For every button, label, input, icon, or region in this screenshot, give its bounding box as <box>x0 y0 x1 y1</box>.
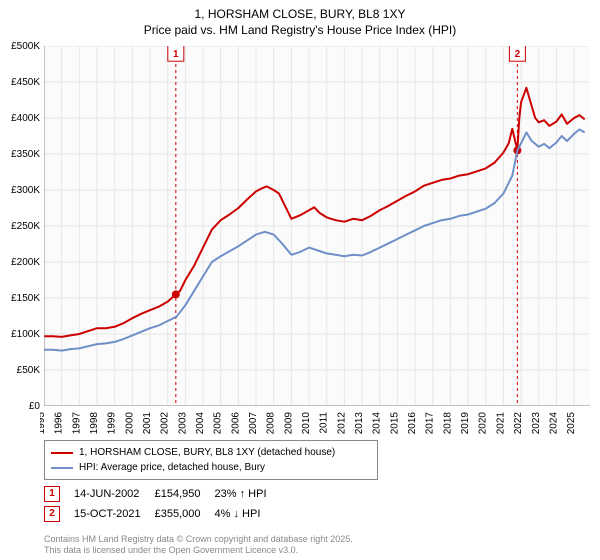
svg-text:1997: 1997 <box>71 412 82 435</box>
svg-text:2009: 2009 <box>283 412 294 435</box>
svg-text:2018: 2018 <box>442 412 453 435</box>
svg-text:£300K: £300K <box>11 185 40 196</box>
marker-row: 1 14-JUN-2002 £154,950 23% ↑ HPI <box>44 484 281 504</box>
marker-date: 14-JUN-2002 <box>74 484 155 504</box>
marker-price: £355,000 <box>155 504 215 524</box>
svg-text:2006: 2006 <box>230 412 241 435</box>
svg-text:£50K: £50K <box>17 365 41 376</box>
legend-label: 1, HORSHAM CLOSE, BURY, BL8 1XY (detache… <box>79 445 335 460</box>
title-line-2: Price paid vs. HM Land Registry's House … <box>0 22 600 38</box>
marker-price: £154,950 <box>155 484 215 504</box>
svg-text:2024: 2024 <box>548 412 559 435</box>
svg-text:£450K: £450K <box>11 77 40 88</box>
svg-text:2008: 2008 <box>266 412 277 435</box>
svg-text:2020: 2020 <box>478 412 489 435</box>
svg-text:1: 1 <box>173 49 179 60</box>
marker-delta: 23% ↑ HPI <box>215 484 281 504</box>
marker-date: 15-OCT-2021 <box>74 504 155 524</box>
marker-badge: 1 <box>44 486 60 502</box>
title-block: 1, HORSHAM CLOSE, BURY, BL8 1XY Price pa… <box>0 0 600 38</box>
footer-line-2: This data is licensed under the Open Gov… <box>44 545 353 556</box>
svg-text:£0: £0 <box>29 401 41 411</box>
svg-text:2012: 2012 <box>336 412 347 435</box>
svg-text:2001: 2001 <box>142 412 153 435</box>
svg-text:2023: 2023 <box>531 412 542 435</box>
legend-row: 1, HORSHAM CLOSE, BURY, BL8 1XY (detache… <box>51 445 371 460</box>
svg-text:2003: 2003 <box>177 412 188 435</box>
svg-text:2021: 2021 <box>495 412 506 435</box>
marker-table: 1 14-JUN-2002 £154,950 23% ↑ HPI 2 15-OC… <box>44 484 281 524</box>
chart-plot-area: 12 <box>44 46 590 406</box>
x-axis: 1995 1996 1997 1998 1999 2000 2001 2002 2003 2004… <box>40 406 600 440</box>
svg-text:£350K: £350K <box>11 149 40 160</box>
svg-text:1998: 1998 <box>89 412 100 435</box>
svg-text:1999: 1999 <box>107 412 118 435</box>
svg-text:2: 2 <box>515 49 521 60</box>
svg-text:£100K: £100K <box>11 329 40 340</box>
svg-text:2002: 2002 <box>160 412 171 435</box>
legend-row: HPI: Average price, detached house, Bury <box>51 460 371 475</box>
svg-text:£150K: £150K <box>11 293 40 304</box>
svg-text:£250K: £250K <box>11 221 40 232</box>
svg-text:£500K: £500K <box>11 41 40 52</box>
svg-text:2005: 2005 <box>213 412 224 435</box>
svg-text:2022: 2022 <box>513 412 524 435</box>
svg-text:2016: 2016 <box>407 412 418 435</box>
svg-text:2007: 2007 <box>248 412 259 435</box>
svg-text:2010: 2010 <box>301 412 312 435</box>
title-line-1: 1, HORSHAM CLOSE, BURY, BL8 1XY <box>0 6 600 22</box>
marker-row: 2 15-OCT-2021 £355,000 4% ↓ HPI <box>44 504 281 524</box>
svg-text:2025: 2025 <box>566 412 577 435</box>
svg-text:2000: 2000 <box>124 412 135 435</box>
svg-text:£400K: £400K <box>11 113 40 124</box>
svg-text:2013: 2013 <box>354 412 365 435</box>
svg-text:2019: 2019 <box>460 412 471 435</box>
footer-line-1: Contains HM Land Registry data © Crown c… <box>44 534 353 545</box>
legend-swatch <box>51 467 73 469</box>
svg-text:2011: 2011 <box>319 412 330 434</box>
svg-text:2015: 2015 <box>389 412 400 435</box>
chart-svg: 12 <box>44 46 590 406</box>
legend-swatch <box>51 452 73 454</box>
legend: 1, HORSHAM CLOSE, BURY, BL8 1XY (detache… <box>44 440 378 480</box>
marker-delta: 4% ↓ HPI <box>215 504 281 524</box>
svg-text:£200K: £200K <box>11 257 40 268</box>
svg-text:1996: 1996 <box>54 412 65 435</box>
legend-label: HPI: Average price, detached house, Bury <box>79 460 265 475</box>
marker-badge: 2 <box>44 506 60 522</box>
svg-text:2017: 2017 <box>425 412 436 435</box>
y-axis: £0 £50K £100K £150K £200K £250K £300K £350K £400… <box>0 41 44 411</box>
svg-text:2014: 2014 <box>372 412 383 435</box>
svg-text:1995: 1995 <box>40 412 47 435</box>
footer: Contains HM Land Registry data © Crown c… <box>44 534 353 557</box>
chart-container: 1, HORSHAM CLOSE, BURY, BL8 1XY Price pa… <box>0 0 600 560</box>
svg-text:2004: 2004 <box>195 412 206 435</box>
